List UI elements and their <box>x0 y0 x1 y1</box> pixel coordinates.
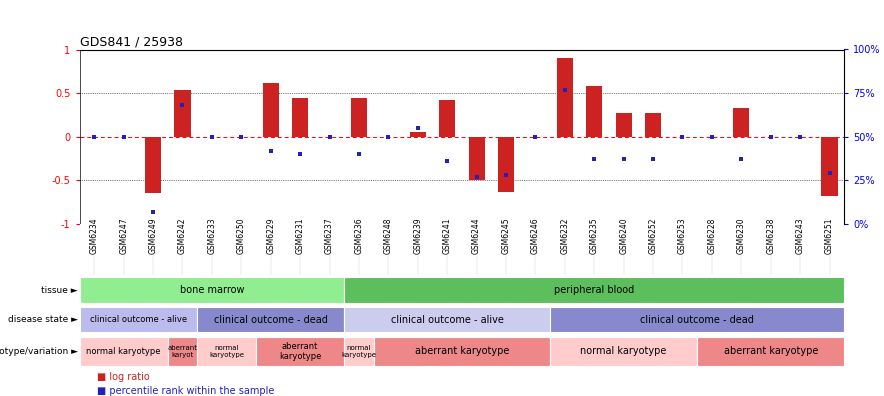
Bar <box>344 337 374 366</box>
Bar <box>80 337 168 366</box>
Bar <box>697 337 844 366</box>
Bar <box>174 90 191 137</box>
Bar <box>145 137 161 193</box>
Text: normal
karyotype: normal karyotype <box>341 345 377 358</box>
Text: aberrant karyotype: aberrant karyotype <box>415 346 509 356</box>
Bar <box>344 307 550 332</box>
Text: normal karyotype: normal karyotype <box>581 346 667 356</box>
Text: GDS841 / 25938: GDS841 / 25938 <box>80 35 183 48</box>
Bar <box>409 132 426 137</box>
Bar <box>550 337 697 366</box>
Text: clinical outcome - alive: clinical outcome - alive <box>90 315 187 324</box>
Bar <box>615 113 632 137</box>
Text: peripheral blood: peripheral blood <box>554 285 635 295</box>
Text: normal karyotype: normal karyotype <box>87 347 161 356</box>
Bar <box>469 137 484 180</box>
Bar <box>80 307 197 332</box>
Bar <box>586 86 602 137</box>
Bar <box>498 137 514 192</box>
Text: clinical outcome - dead: clinical outcome - dead <box>640 315 754 325</box>
Bar <box>351 98 367 137</box>
Bar <box>292 98 309 137</box>
Bar <box>256 337 344 366</box>
Text: tissue ►: tissue ► <box>42 286 78 295</box>
Text: ■ log ratio: ■ log ratio <box>97 372 150 382</box>
Bar <box>374 337 550 366</box>
Text: aberrant karyotype: aberrant karyotype <box>723 346 818 356</box>
Bar <box>168 337 197 366</box>
Text: disease state ►: disease state ► <box>8 315 78 324</box>
Bar <box>197 337 256 366</box>
Bar <box>344 278 844 303</box>
Text: clinical outcome - dead: clinical outcome - dead <box>214 315 328 325</box>
Bar <box>263 83 278 137</box>
Bar <box>557 58 573 137</box>
Text: aberrant
karyot: aberrant karyot <box>167 345 197 358</box>
Text: normal
karyotype: normal karyotype <box>210 345 244 358</box>
Text: ■ percentile rank within the sample: ■ percentile rank within the sample <box>97 386 275 396</box>
Bar <box>733 108 750 137</box>
Text: genotype/variation ►: genotype/variation ► <box>0 347 78 356</box>
Bar <box>197 307 344 332</box>
Bar <box>80 278 344 303</box>
Bar <box>821 137 838 196</box>
Text: bone marrow: bone marrow <box>179 285 244 295</box>
Bar <box>645 113 661 137</box>
Text: aberrant
karyotype: aberrant karyotype <box>279 342 321 361</box>
Text: clinical outcome - alive: clinical outcome - alive <box>391 315 504 325</box>
Bar <box>550 307 844 332</box>
Bar <box>439 100 455 137</box>
